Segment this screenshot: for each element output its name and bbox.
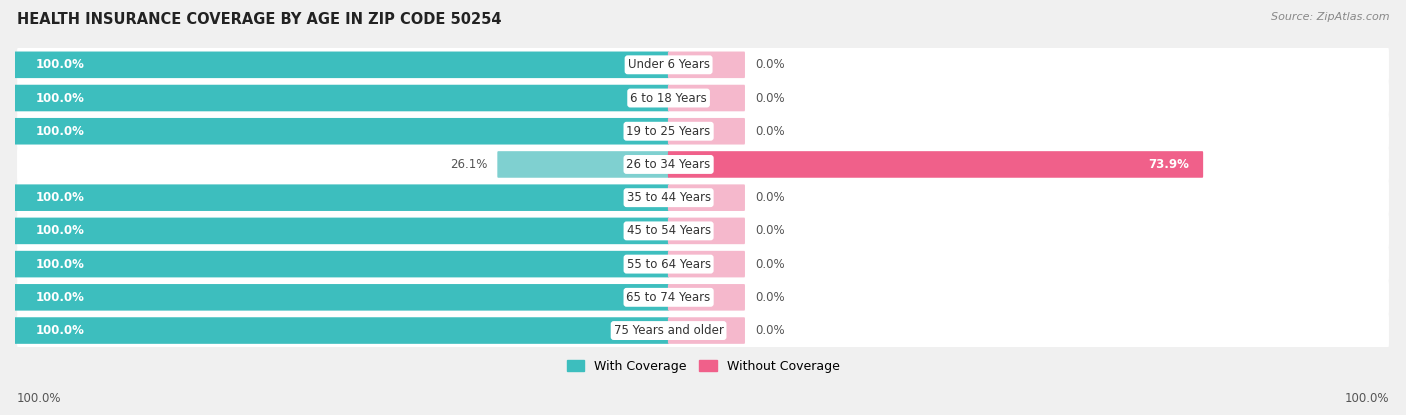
Text: 0.0%: 0.0% [755,191,785,204]
Text: HEALTH INSURANCE COVERAGE BY AGE IN ZIP CODE 50254: HEALTH INSURANCE COVERAGE BY AGE IN ZIP … [17,12,502,27]
Text: 100.0%: 100.0% [35,291,84,304]
FancyBboxPatch shape [14,284,669,310]
Text: Under 6 Years: Under 6 Years [627,59,710,71]
FancyBboxPatch shape [17,246,1389,282]
Text: 19 to 25 Years: 19 to 25 Years [627,125,710,138]
Text: 73.9%: 73.9% [1147,158,1188,171]
FancyBboxPatch shape [17,46,1389,83]
Text: 35 to 44 Years: 35 to 44 Years [627,191,710,204]
Text: 100.0%: 100.0% [17,392,62,405]
Text: 0.0%: 0.0% [755,324,785,337]
Text: 26 to 34 Years: 26 to 34 Years [627,158,710,171]
Text: 100.0%: 100.0% [35,92,84,105]
Legend: With Coverage, Without Coverage: With Coverage, Without Coverage [562,356,844,377]
FancyBboxPatch shape [668,151,1204,178]
FancyBboxPatch shape [668,184,745,211]
Text: 100.0%: 100.0% [1344,392,1389,405]
FancyBboxPatch shape [17,179,1389,216]
Text: 6 to 18 Years: 6 to 18 Years [630,92,707,105]
Text: 100.0%: 100.0% [35,324,84,337]
Text: 75 Years and older: 75 Years and older [613,324,724,337]
FancyBboxPatch shape [14,85,669,111]
FancyBboxPatch shape [14,118,669,144]
Text: 0.0%: 0.0% [755,59,785,71]
FancyBboxPatch shape [14,317,669,344]
Text: 45 to 54 Years: 45 to 54 Years [627,225,710,237]
Text: Source: ZipAtlas.com: Source: ZipAtlas.com [1271,12,1389,22]
FancyBboxPatch shape [668,284,745,310]
Text: 55 to 64 Years: 55 to 64 Years [627,258,710,271]
Text: 100.0%: 100.0% [35,225,84,237]
FancyBboxPatch shape [17,80,1389,116]
Text: 0.0%: 0.0% [755,258,785,271]
FancyBboxPatch shape [17,279,1389,315]
FancyBboxPatch shape [668,251,745,277]
FancyBboxPatch shape [14,51,669,78]
Text: 100.0%: 100.0% [35,258,84,271]
FancyBboxPatch shape [14,217,669,244]
FancyBboxPatch shape [14,251,669,277]
Text: 0.0%: 0.0% [755,125,785,138]
Text: 100.0%: 100.0% [35,59,84,71]
FancyBboxPatch shape [668,317,745,344]
Text: 26.1%: 26.1% [450,158,486,171]
Text: 0.0%: 0.0% [755,92,785,105]
FancyBboxPatch shape [668,85,745,111]
Text: 0.0%: 0.0% [755,291,785,304]
Text: 65 to 74 Years: 65 to 74 Years [627,291,710,304]
Text: 100.0%: 100.0% [35,125,84,138]
FancyBboxPatch shape [668,217,745,244]
Text: 0.0%: 0.0% [755,225,785,237]
FancyBboxPatch shape [17,146,1389,183]
FancyBboxPatch shape [498,151,669,178]
FancyBboxPatch shape [14,184,669,211]
Text: 100.0%: 100.0% [35,191,84,204]
FancyBboxPatch shape [668,118,745,144]
FancyBboxPatch shape [17,113,1389,149]
FancyBboxPatch shape [668,51,745,78]
FancyBboxPatch shape [17,312,1389,349]
FancyBboxPatch shape [17,212,1389,249]
